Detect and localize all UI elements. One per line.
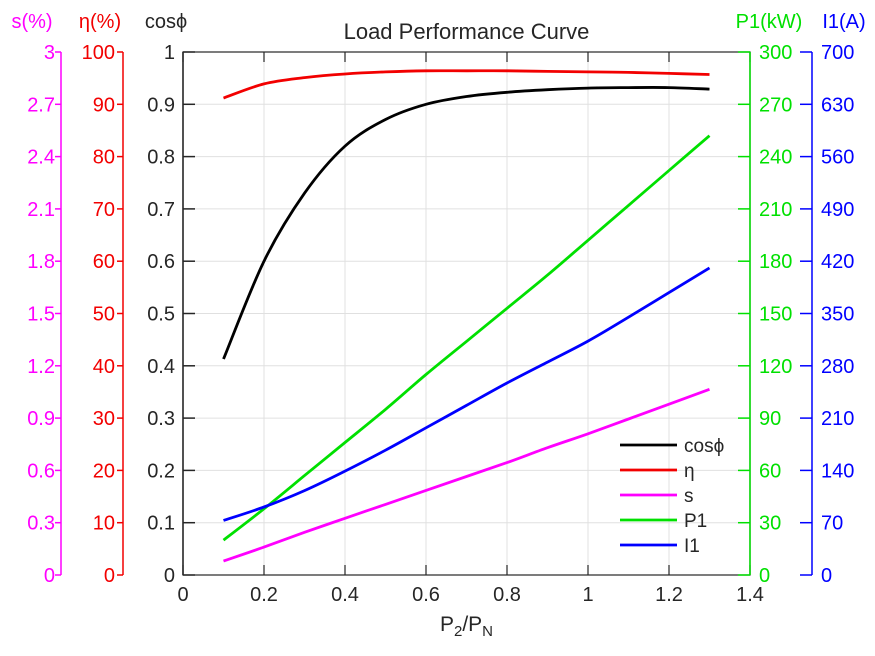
- P1-tick-label: 300: [759, 42, 792, 64]
- s-tick-label: 1.2: [27, 356, 55, 378]
- series-eta: [223, 69, 710, 100]
- p1-axis-title: P1(kW): [735, 11, 803, 33]
- grid-lines: [183, 52, 750, 575]
- x-tick-label: 0.8: [493, 584, 521, 606]
- eta-tick-label: 30: [93, 408, 115, 430]
- x-tick-label: 0.2: [250, 584, 278, 606]
- cosphi-tick-label: 0.4: [147, 356, 175, 378]
- P1-tick-label: 180: [759, 251, 792, 273]
- cosphi-tick-label: 0.9: [147, 94, 175, 116]
- cosphi-tick-label: 0.1: [147, 513, 175, 535]
- P1-tick-label: 60: [759, 460, 781, 482]
- I1-tick-label: 350: [821, 304, 854, 326]
- P1-tick-label: 210: [759, 199, 792, 221]
- eta-tick-label: 70: [93, 199, 115, 221]
- eta-tick-label: 90: [93, 94, 115, 116]
- cosphi-tick-label: 1: [164, 42, 175, 64]
- P1-tick-label: 0: [759, 565, 770, 587]
- I1-tick-label: 700: [821, 42, 854, 64]
- I1-tick-label: 280: [821, 356, 854, 378]
- P1-tick-label: 270: [759, 94, 792, 116]
- x-tick-label: 1.4: [736, 584, 764, 606]
- i1-axis-title: I1(A): [822, 11, 866, 33]
- P1-tick-label: 120: [759, 356, 792, 378]
- cosphi-tick-label: 0: [164, 565, 175, 587]
- cosphi-tick-label: 0.3: [147, 408, 175, 430]
- s-tick-label: 1.8: [27, 251, 55, 273]
- x-axis-title-subN: N: [482, 623, 494, 641]
- eta-tick-label: 20: [93, 460, 115, 482]
- x-axis: 0 0.2 0.4 0.6 0.8 1 1.2 1.4: [177, 52, 764, 606]
- P1-axis: 0 30 60 90 120 150 180 210 240 270 300: [738, 42, 792, 587]
- I1-tick-label: 420: [821, 251, 854, 273]
- x-axis-title-sub2: 2: [453, 623, 463, 641]
- eta-tick-label: 60: [93, 251, 115, 273]
- I1-tick-label: 140: [821, 460, 854, 482]
- series-I1: [223, 266, 711, 522]
- I1-tick-label: 490: [821, 199, 854, 221]
- cosphi-tick-label: 0.6: [147, 251, 175, 273]
- s-tick-label: 2.1: [27, 199, 55, 221]
- chart-title: Load Performance Curve: [343, 19, 590, 44]
- eta-tick-label: 50: [93, 304, 115, 326]
- P1-tick-label: 30: [759, 513, 781, 535]
- s-tick-label: 3: [44, 42, 55, 64]
- eta-tick-label: 0: [104, 565, 115, 587]
- s-tick-label: 1.5: [27, 304, 55, 326]
- P1-tick-label: 240: [759, 147, 792, 169]
- s-axis: 0 0.3 0.6 0.9 1.2 1.5 1.8 2.1 2.4 2.7 3: [27, 42, 62, 587]
- x-tick-label: 0: [177, 584, 188, 606]
- cosphi-tick-label: 0.5: [147, 304, 175, 326]
- legend-label-cosphi: cosϕ: [684, 436, 724, 457]
- I1-axis: 0 70 140 210 280 350 420 490 560 630 700: [800, 42, 854, 587]
- series-s: [223, 387, 710, 563]
- I1-tick-label: 630: [821, 94, 854, 116]
- eta-tick-label: 100: [82, 42, 115, 64]
- legend: cosϕ ηs P1 I1: [620, 436, 724, 557]
- cosphi-tick-label: 0.2: [147, 460, 175, 482]
- series-P1: [222, 134, 711, 542]
- s-tick-label: 0.6: [27, 460, 55, 482]
- s-tick-label: 2.4: [27, 147, 55, 169]
- I1-tick-label: 210: [821, 408, 854, 430]
- x-axis-title-main2: /P: [462, 613, 483, 636]
- eta-axis-title: η(%): [78, 11, 122, 33]
- x-tick-label: 0.6: [412, 584, 440, 606]
- cosphi-tick-label: 0.7: [147, 199, 175, 221]
- x-tick-label: 1: [582, 584, 593, 606]
- P1-tick-label: 90: [759, 408, 781, 430]
- s-tick-label: 0.3: [27, 513, 55, 535]
- s-axis-title: s(%): [11, 11, 53, 33]
- P1-tick-label: 150: [759, 304, 792, 326]
- cosphi-tick-label: 0.8: [147, 147, 175, 169]
- I1-tick-label: 70: [821, 513, 843, 535]
- eta-axis: 0 10 20 30 40 50 60 70 80 90 100: [82, 42, 124, 587]
- I1-tick-label: 0: [821, 565, 832, 587]
- s-tick-label: 0: [44, 565, 55, 587]
- eta-tick-label: 10: [93, 513, 115, 535]
- legend-label-I1: I1: [684, 536, 700, 557]
- x-axis-title: P2/PN: [183, 613, 750, 640]
- x-axis-title-main: P: [439, 613, 454, 636]
- x-tick-label: 1.2: [655, 584, 683, 606]
- I1-tick-label: 560: [821, 147, 854, 169]
- eta-tick-label: 40: [93, 356, 115, 378]
- cosphi-axis: 0 0.1 0.2 0.3 0.4 0.5 0.6 0.7 0.8 0.9 1: [147, 42, 195, 587]
- legend-label-s: s: [684, 486, 694, 507]
- legend-label-eta: η: [684, 461, 695, 482]
- s-tick-label: 0.9: [27, 408, 55, 430]
- eta-tick-label: 80: [93, 147, 115, 169]
- s-tick-label: 2.7: [27, 94, 55, 116]
- legend-label-P1: P1: [684, 511, 707, 532]
- series-cosphi: [222, 86, 710, 360]
- cosphi-axis-title: cosϕ: [144, 11, 188, 33]
- x-tick-label: 0.4: [331, 584, 359, 606]
